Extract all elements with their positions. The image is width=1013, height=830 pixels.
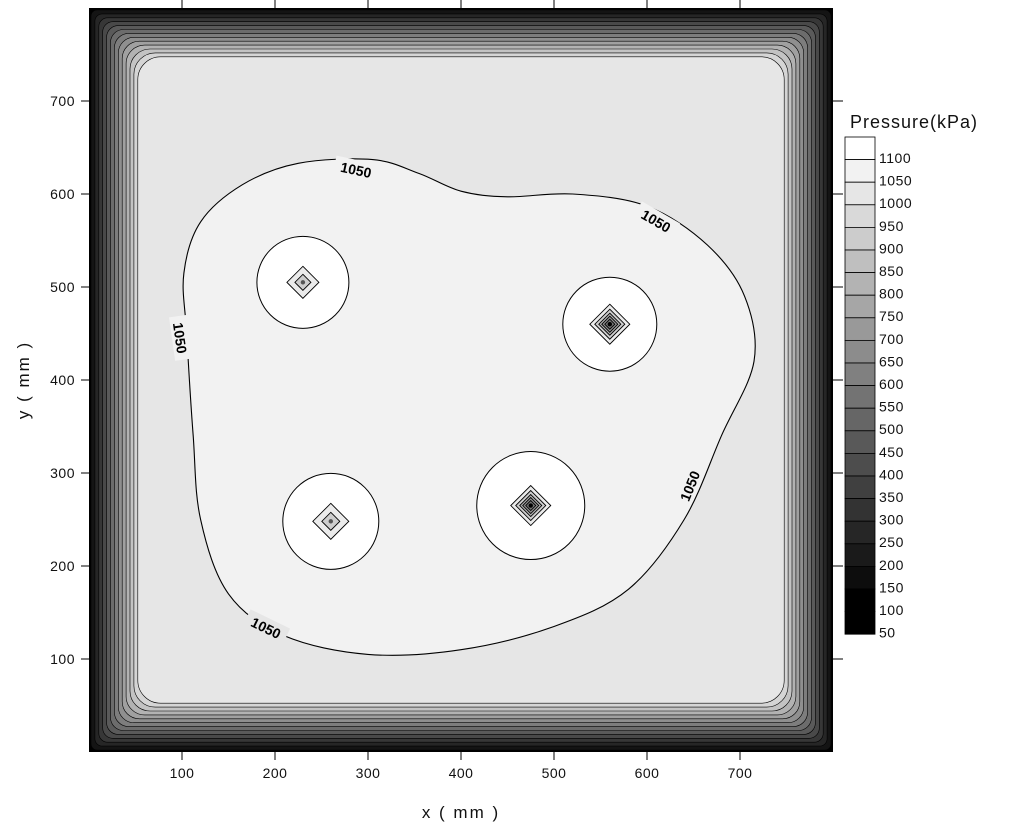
legend-swatch [844,159,876,183]
legend-label: 750 [879,308,904,324]
y-tick-label: 100 [50,651,75,667]
legend-label: 150 [879,579,904,595]
legend-label: 1050 [879,173,912,189]
legend-swatch [844,475,876,500]
pressure-peak [282,472,380,570]
y-tick-labels: 100 200 300 400 500 600 700 [50,93,75,667]
x-tick-label: 400 [449,765,474,781]
legend-label: 600 [879,376,904,392]
y-tick-label: 600 [50,186,75,202]
legend: 1100 1050 1000 950 900 850 800 750 700 650 600 550 5… [844,136,912,641]
legend-swatch [844,272,876,296]
y-tick-label: 200 [50,558,75,574]
legend-label: 800 [879,286,904,302]
legend-label: 900 [879,240,904,256]
legend-label: 700 [879,331,904,347]
y-tick-label: 700 [50,93,75,109]
legend-label: 850 [879,263,904,279]
x-tick-label: 100 [170,765,195,781]
pressure-peak [562,276,658,372]
legend-swatch [844,407,876,432]
x-tick-labels: 100 200 300 400 500 600 700 [170,765,753,781]
y-tick-label: 400 [50,372,75,388]
contour-labels: 1050 1050 1050 1050 1050 [169,155,706,645]
y-tick-label: 300 [50,465,75,481]
legend-swatch [844,452,876,477]
legend-label: 50 [879,625,896,641]
legend-swatch [844,181,876,206]
contour-label: 1050 [170,321,190,354]
legend-label: 1100 [879,150,911,166]
legend-swatch [844,204,876,228]
legend-swatch [844,588,876,613]
x-axis-label: x ( mm ) [422,803,500,822]
legend-label: 300 [879,512,904,528]
axis-ticks [81,0,843,760]
x-tick-label: 600 [635,765,660,781]
legend-label: 450 [879,444,904,460]
x-tick-label: 700 [728,765,753,781]
legend-label: 650 [879,353,904,369]
legend-swatch [844,611,876,635]
legend-swatch [844,543,876,567]
pressure-peaks [256,235,658,570]
legend-swatch [844,498,876,522]
legend-label: 350 [879,489,904,505]
legend-swatch [844,520,876,545]
x-tick-label: 500 [542,765,567,781]
legend-swatch [844,362,876,387]
y-tick-label: 500 [50,279,75,295]
contour-label: 1050 [339,159,373,181]
legend-label: 200 [879,557,904,573]
legend-swatch [844,317,876,341]
legend-swatch [844,339,876,364]
pressure-peak [476,451,586,561]
pressure-peak [256,235,350,329]
legend-swatch [844,136,876,161]
legend-label: 950 [879,218,904,234]
legend-label: 400 [879,466,904,482]
legend-label: 550 [879,399,904,415]
legend-swatch [844,226,876,251]
x-tick-label: 300 [356,765,381,781]
legend-label: 250 [879,534,904,550]
legend-swatch [844,385,876,409]
legend-label: 100 [879,602,904,618]
legend-label: 500 [879,421,904,437]
legend-label: 1000 [879,195,912,211]
legend-swatch [844,249,876,274]
x-tick-label: 200 [263,765,288,781]
legend-swatch [844,430,876,454]
legend-title: Pressure(kPa) [850,112,978,132]
legend-swatch [844,294,876,319]
legend-swatch [844,566,876,590]
y-axis-label: y ( mm ) [14,341,33,419]
